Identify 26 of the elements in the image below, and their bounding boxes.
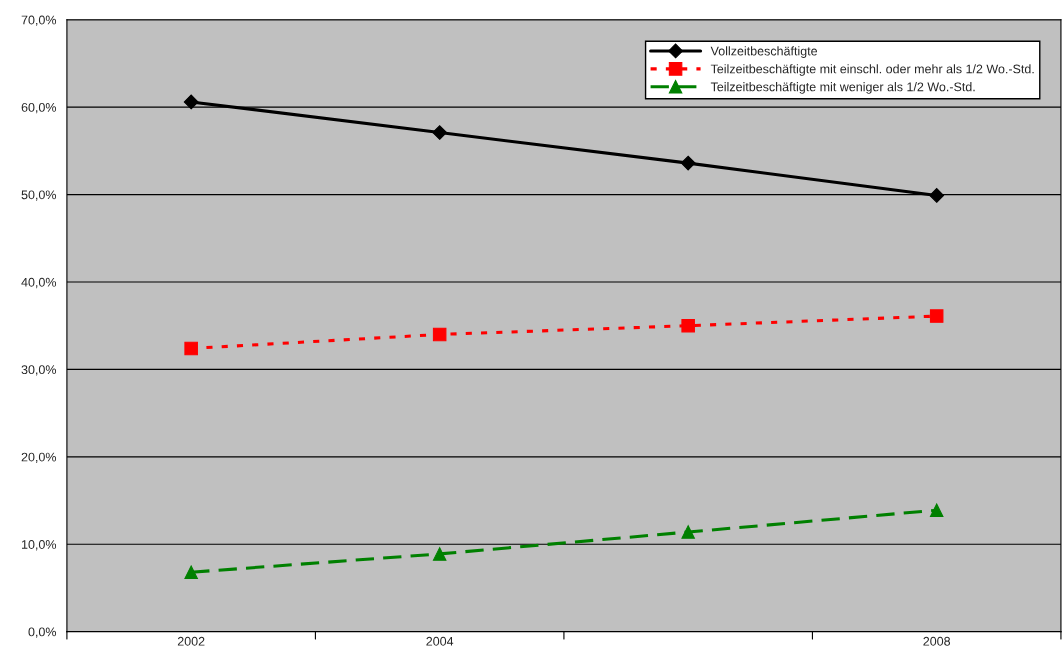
x-tick-label: 2002 xyxy=(177,636,205,646)
point xyxy=(183,94,199,110)
x-tick-label: 2008 xyxy=(923,636,951,646)
point xyxy=(432,547,447,561)
y-tick-label: 40,0% xyxy=(21,277,57,289)
point xyxy=(929,503,944,517)
point xyxy=(680,155,696,171)
point xyxy=(681,525,695,539)
point xyxy=(929,188,945,203)
point xyxy=(929,309,944,323)
y-tick-label: 60,0% xyxy=(21,102,57,114)
legend-label: Vollzeitbeschäftigte xyxy=(710,46,818,58)
y-tick-label: 70,0% xyxy=(21,15,57,26)
x-tick-label: 2004 xyxy=(426,636,454,646)
y-tick-label: 50,0% xyxy=(21,190,57,201)
y-tick-label: 0,0% xyxy=(28,627,57,638)
y-tick-label: 10,0% xyxy=(22,540,57,551)
point xyxy=(432,125,448,140)
point xyxy=(184,341,198,356)
point xyxy=(184,565,198,579)
point xyxy=(432,327,447,342)
legend-label: Teilzeitbeschäftigte mit weniger als 1/2 Wo.-Std. xyxy=(710,82,975,94)
y-tick-label: 30,0% xyxy=(21,365,57,376)
y-tick-label: 20,0% xyxy=(21,452,57,463)
legend-label: Teilzeitbeschäftigte mit einschl. oder mehr als 1/2 Wo.-Std. xyxy=(710,64,1034,76)
point xyxy=(681,318,695,333)
